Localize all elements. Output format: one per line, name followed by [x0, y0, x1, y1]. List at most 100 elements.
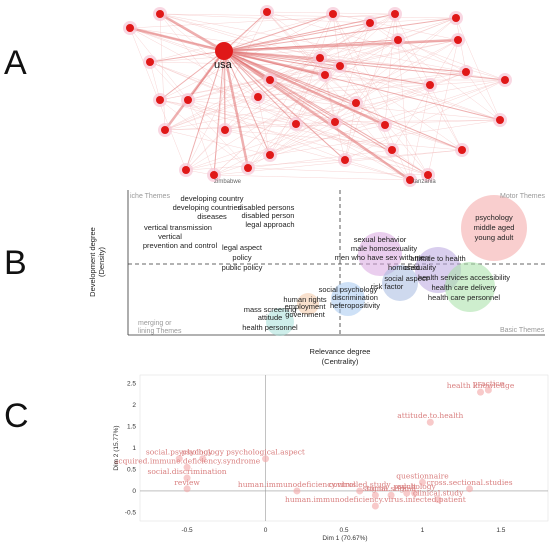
b-cluster-label: child: [404, 263, 419, 272]
network-node: [156, 10, 164, 18]
network-node: [496, 116, 504, 124]
c-point: [183, 474, 191, 482]
c-point-label: adult: [397, 482, 417, 491]
network-node: [292, 120, 300, 128]
network-node: [352, 99, 360, 107]
c-ylabel: Dim 2 (15.77%): [113, 425, 120, 470]
network-node: [266, 151, 274, 159]
c-x-tick-label: 1.5: [496, 527, 505, 534]
c-point-label: psychological.aspect: [226, 448, 305, 457]
b-cluster-label: sexual behavior: [354, 235, 407, 244]
b-cluster-label: psychology: [475, 213, 513, 222]
b-cluster-label: disabled persons: [238, 203, 295, 212]
network-node: [210, 171, 218, 179]
network-node: [331, 118, 339, 126]
b-cluster-label: middle aged: [474, 223, 515, 232]
c-point: [477, 388, 485, 396]
c-y-tick-label: 0.5: [127, 466, 136, 473]
quadrant-bottom-left-1: merging or: [138, 320, 172, 327]
network-node: [501, 76, 509, 84]
b-cluster-bubble: [331, 282, 365, 316]
b-cluster-bubble: [297, 293, 319, 315]
network-node: [156, 96, 164, 104]
b-cluster-label: employment: [285, 302, 327, 311]
c-point-label: psychology: [182, 448, 225, 457]
b-cluster-label: health care delivery: [431, 283, 496, 292]
network-node: [462, 68, 470, 76]
network-node: [381, 121, 389, 129]
c-plot-area: [139, 374, 549, 522]
b-cluster-label: health personnel: [242, 323, 298, 332]
c-x-tick-label: 1: [421, 527, 425, 534]
network-node: [221, 126, 229, 134]
c-x-tick-label: 0.5: [339, 527, 348, 534]
c-point: [293, 487, 301, 495]
b-cluster-label: health services accessibility: [418, 273, 510, 282]
b-cluster-label: developing country: [181, 194, 244, 203]
b-cluster-label: legal aspect: [222, 243, 263, 252]
b-cluster-bubble: [445, 262, 495, 312]
c-grid: [140, 375, 548, 521]
c-xlabel: Dim 1 (70.67%): [322, 535, 367, 542]
network-node: [394, 36, 402, 44]
b-cluster-label: heteropositivity: [330, 301, 380, 310]
c-point-label: social.stigma: [366, 484, 416, 493]
b-cluster-label: social psychology: [319, 285, 378, 294]
c-point: [484, 386, 492, 394]
c-point-label: social.psychology: [146, 448, 213, 457]
network-node: [329, 10, 337, 18]
network-node: [316, 54, 324, 62]
c-x-tick-label: -0.5: [181, 527, 193, 534]
c-point: [387, 491, 395, 499]
node-label-tanzania: tanzania: [413, 179, 436, 185]
c-point-label: cross.sectional.studies: [426, 478, 512, 487]
b-cluster-label: social aspect: [384, 274, 428, 283]
c-point: [426, 418, 434, 426]
c-point-label: human.immunodeficiency.virus: [238, 480, 356, 489]
quadrant-bottom-left-2: lining Themes: [138, 328, 182, 335]
c-point: [175, 455, 183, 463]
c-y-tick-label: 2.5: [127, 381, 136, 388]
c-point: [183, 463, 191, 471]
b-cluster-label: attitude to health: [410, 254, 465, 263]
network-node: [388, 146, 396, 154]
b-cluster-label: male homosexuality: [351, 244, 418, 253]
c-point-label: stigma: [363, 484, 389, 493]
network-hub-node: [215, 42, 233, 60]
c-y-tick-label: 0: [132, 488, 136, 495]
b-ylabel-2: (Density): [97, 247, 106, 278]
c-point: [183, 485, 191, 493]
quadrant-top-right: Motor Themes: [500, 193, 545, 200]
c-point: [411, 489, 419, 497]
b-cluster-label: government: [285, 310, 326, 319]
c-point: [356, 487, 364, 495]
b-cluster-bubble: [266, 308, 294, 336]
network-node: [126, 24, 134, 32]
b-cluster-label: legal approach: [245, 220, 294, 229]
b-cluster-label: prevention and control: [143, 241, 218, 250]
c-y-tick-label: -0.5: [125, 509, 137, 516]
c-point-label: review: [174, 478, 200, 487]
c-point-label: questionnaire: [396, 471, 449, 480]
network-node: [426, 81, 434, 89]
panel-letter-c: C: [4, 397, 29, 435]
panel-letter-a: A: [4, 44, 27, 82]
network-node: [321, 71, 329, 79]
b-cluster-label: men who have sex with men: [335, 253, 430, 262]
network-node: [424, 171, 432, 179]
c-points: [175, 386, 492, 510]
network-node: [341, 156, 349, 164]
b-cluster-label: homosexuality: [388, 263, 436, 272]
node-label-zimbabwe: zimbabwe: [214, 179, 242, 185]
c-point-label: health knowledge: [447, 381, 515, 390]
c-point: [199, 455, 207, 463]
b-cluster-bubble: [382, 265, 418, 301]
b-cluster-label: health care personnel: [428, 293, 500, 302]
b-cluster-bubble: [461, 195, 527, 261]
c-point-label: psychology: [393, 482, 436, 491]
panel-letter-b: B: [4, 244, 27, 282]
c-y-tick-label: 1.5: [127, 424, 136, 431]
b-xlabel-2: (Centrality): [322, 357, 359, 366]
